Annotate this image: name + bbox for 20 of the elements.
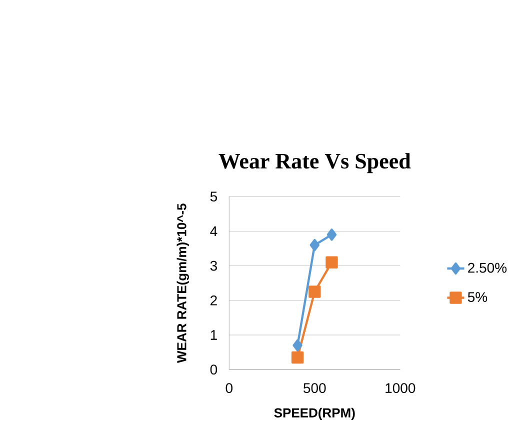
- point: [326, 256, 338, 268]
- legend-label: 5%: [468, 292, 488, 302]
- x-tick-label: 1000: [386, 382, 416, 393]
- y-tick-label: 3: [210, 260, 217, 271]
- legend-label: 2.50%: [468, 262, 507, 273]
- chart-title: Wear Rate Vs Speed: [218, 152, 411, 173]
- x-tick-label: 500: [304, 382, 326, 393]
- y-tick-label: 4: [210, 226, 218, 236]
- y-tick-label: 5: [210, 192, 218, 202]
- point: [292, 339, 302, 352]
- y-tick-label: 0: [210, 364, 218, 374]
- x-axis-title: SPEED(RPM): [274, 408, 355, 420]
- y-tick-label: 2: [210, 295, 217, 306]
- point: [308, 285, 321, 298]
- point: [310, 238, 320, 251]
- y-tick-label: 1: [210, 330, 217, 340]
- point: [291, 351, 304, 364]
- x-tick-label: 0: [226, 382, 232, 393]
- y-axis-title: WEAR RATE(gm/m)*10^-5: [176, 203, 189, 363]
- point: [326, 228, 337, 241]
